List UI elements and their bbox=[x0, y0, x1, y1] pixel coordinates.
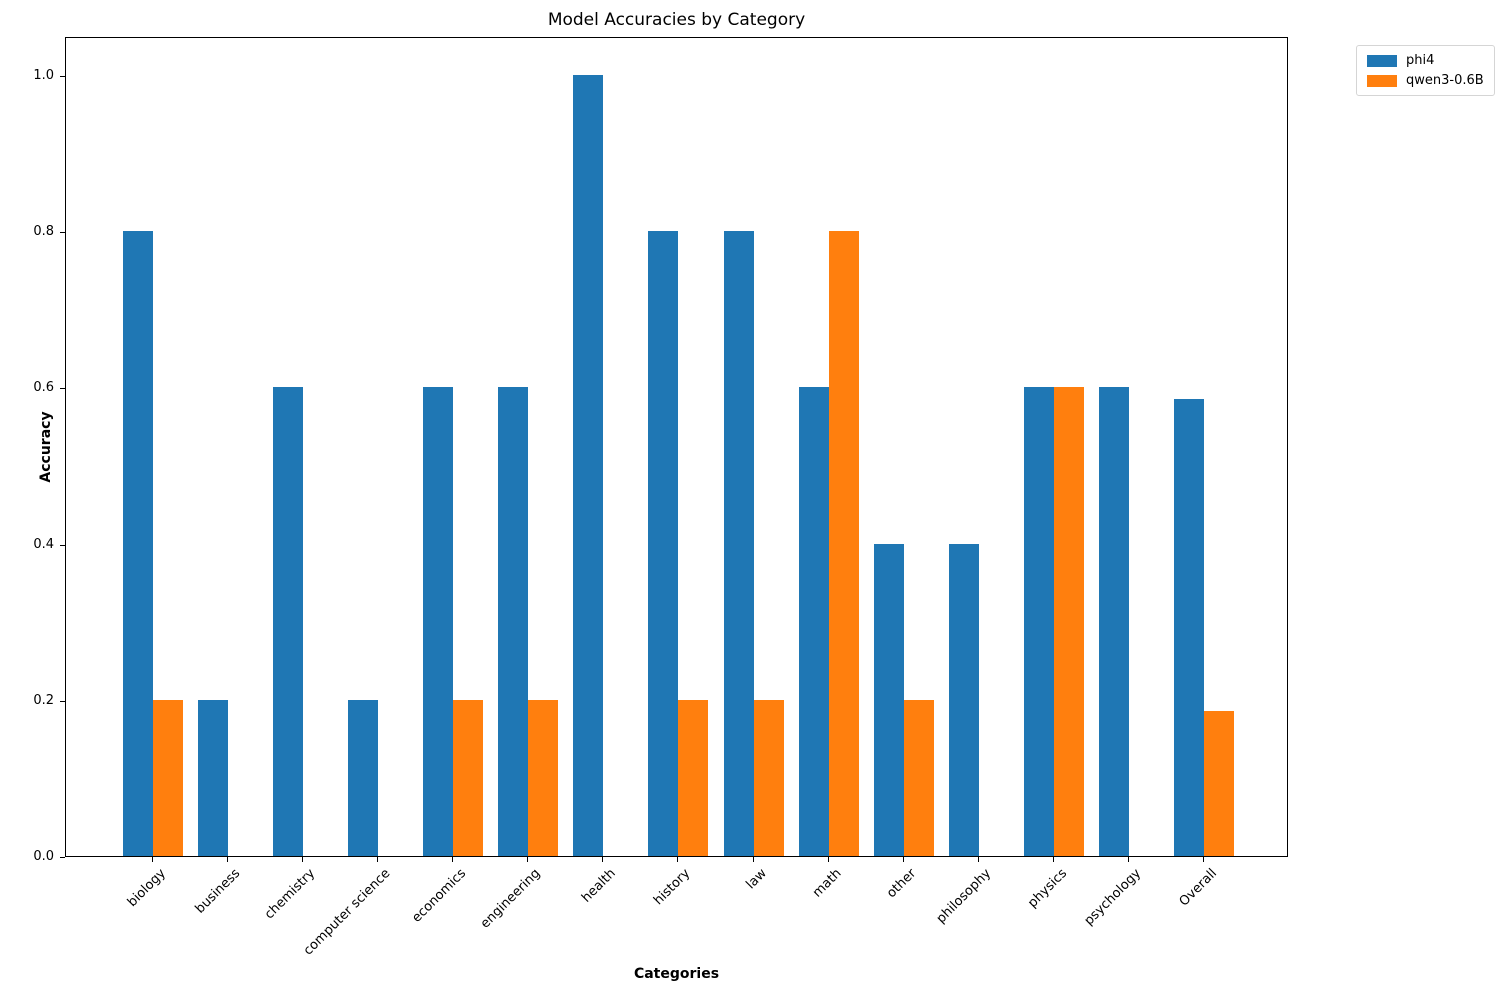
x-tick-other bbox=[903, 857, 904, 862]
x-tick-label-philosophy: philosophy bbox=[934, 866, 995, 927]
bar-qwen3-0-6b-physics bbox=[1054, 387, 1084, 856]
bar-phi4-health bbox=[573, 75, 603, 856]
y-tick-label-0.2: 0.2 bbox=[33, 693, 54, 708]
legend-label-phi4: phi4 bbox=[1406, 53, 1435, 68]
y-tick-1.0 bbox=[60, 76, 65, 77]
x-tick-philosophy bbox=[978, 857, 979, 862]
y-tick-label-0.4: 0.4 bbox=[33, 537, 54, 552]
x-tick-physics bbox=[1053, 857, 1054, 862]
x-tick-label-history: history bbox=[651, 866, 694, 909]
bar-qwen3-0-6b-other bbox=[904, 700, 934, 856]
bar-qwen3-0-6b-math bbox=[829, 231, 859, 856]
bar-phi4-physics bbox=[1024, 387, 1054, 856]
x-tick-biology bbox=[152, 857, 153, 862]
bar-phi4-philosophy bbox=[949, 544, 979, 856]
bar-phi4-chemistry bbox=[273, 387, 303, 856]
legend-swatch-phi4 bbox=[1367, 54, 1397, 67]
bar-phi4-history bbox=[648, 231, 678, 856]
x-tick-label-law: law bbox=[743, 866, 770, 893]
bar-qwen3-0-6b-history bbox=[678, 700, 708, 856]
legend-swatch-qwen3-0-6b bbox=[1367, 74, 1397, 87]
x-tick-history bbox=[677, 857, 678, 862]
x-tick-economics bbox=[452, 857, 453, 862]
y-tick-0.8 bbox=[60, 232, 65, 233]
y-tick-label-0.6: 0.6 bbox=[33, 380, 54, 395]
y-tick-0.6 bbox=[60, 388, 65, 389]
x-tick-label-chemistry: chemistry bbox=[262, 866, 319, 923]
legend-entry-qwen3-0-6b: qwen3-0.6B bbox=[1367, 73, 1484, 88]
x-tick-psychology bbox=[1128, 857, 1129, 862]
x-tick-label-overall: Overall bbox=[1176, 866, 1220, 910]
y-tick-0.2 bbox=[60, 701, 65, 702]
y-tick-label-0.8: 0.8 bbox=[33, 224, 54, 239]
x-tick-chemistry bbox=[302, 857, 303, 862]
x-tick-label-math: math bbox=[809, 866, 845, 901]
y-tick-0.4 bbox=[60, 545, 65, 546]
bar-phi4-other bbox=[874, 544, 904, 856]
bar-qwen3-0-6b-engineering bbox=[528, 700, 558, 856]
x-tick-label-psychology: psychology bbox=[1081, 866, 1145, 929]
x-tick-label-business: business bbox=[192, 866, 244, 917]
bar-phi4-engineering bbox=[498, 387, 528, 856]
x-tick-label-computer-science: computer science bbox=[301, 866, 394, 959]
bar-phi4-psychology bbox=[1099, 387, 1129, 856]
x-tick-label-physics: physics bbox=[1024, 866, 1070, 911]
x-tick-label-engineering: engineering bbox=[477, 866, 544, 932]
bar-phi4-law bbox=[724, 231, 754, 856]
y-tick-label-1.0: 1.0 bbox=[33, 68, 54, 83]
bar-qwen3-0-6b-economics bbox=[453, 700, 483, 856]
x-tick-engineering bbox=[527, 857, 528, 862]
x-tick-label-economics: economics bbox=[408, 866, 469, 926]
bar-qwen3-0-6b-law bbox=[754, 700, 784, 856]
bar-phi4-computer-science bbox=[348, 700, 378, 856]
plot-area bbox=[65, 37, 1288, 857]
bar-phi4-business bbox=[198, 700, 228, 856]
legend-entry-phi4: phi4 bbox=[1367, 53, 1484, 68]
bar-phi4-math bbox=[799, 387, 829, 856]
x-tick-label-other: other bbox=[884, 866, 920, 902]
bar-phi4-economics bbox=[423, 387, 453, 856]
y-tick-0.0 bbox=[60, 857, 65, 858]
bar-phi4-overall bbox=[1174, 399, 1204, 856]
chart-title: Model Accuracies by Category bbox=[547, 10, 806, 30]
bar-qwen3-0-6b-overall bbox=[1204, 711, 1234, 856]
x-tick-law bbox=[753, 857, 754, 862]
bar-qwen3-0-6b-biology bbox=[153, 700, 183, 856]
y-tick-label-0.0: 0.0 bbox=[33, 849, 54, 864]
x-axis-label: Categories bbox=[633, 966, 720, 982]
x-tick-label-health: health bbox=[578, 866, 619, 906]
legend: phi4 qwen3-0.6B bbox=[1356, 45, 1495, 96]
x-tick-overall bbox=[1203, 857, 1204, 862]
legend-label-qwen3-0-6b: qwen3-0.6B bbox=[1406, 73, 1484, 88]
x-tick-math bbox=[828, 857, 829, 862]
x-tick-health bbox=[602, 857, 603, 862]
x-tick-computer-science bbox=[377, 857, 378, 862]
bar-phi4-biology bbox=[123, 231, 153, 856]
x-tick-business bbox=[227, 857, 228, 862]
x-tick-label-biology: biology bbox=[124, 866, 169, 911]
y-axis-label: Accuracy bbox=[38, 411, 54, 483]
